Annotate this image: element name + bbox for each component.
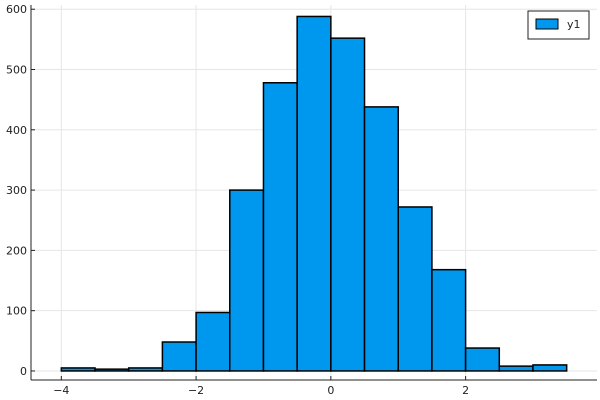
legend: y1 [527, 10, 590, 40]
histogram-bar [229, 189, 265, 372]
x-tick-label: 0 [327, 384, 334, 397]
y-tick-label: 200 [6, 244, 27, 257]
x-tick-label: −4 [53, 384, 69, 397]
axes [30, 5, 597, 381]
histogram-bar [498, 365, 534, 372]
legend-label: y1 [567, 18, 581, 31]
y-tick-label: 600 [6, 3, 27, 16]
y-tick-label: 500 [6, 64, 27, 77]
y-tick-label: 0 [20, 365, 27, 378]
y-tick-label: 100 [6, 305, 27, 318]
histogram-bars [60, 15, 568, 372]
y-tick-label: 400 [6, 124, 27, 137]
histogram-bar [195, 311, 231, 372]
y-tick-label: 300 [6, 184, 27, 197]
histogram-bar [60, 367, 96, 372]
histogram-bar [296, 15, 332, 372]
histogram-bar [127, 367, 164, 372]
x-tick-label: 2 [462, 384, 469, 397]
histogram-bar [262, 82, 298, 372]
legend-swatch [535, 18, 559, 30]
tick-labels: −4 −2 0 2 0 100 200 300 400 500 600 [6, 3, 469, 397]
histogram-bar [363, 106, 399, 372]
x-tick-label: −2 [188, 384, 204, 397]
histogram-bar [431, 268, 467, 372]
histogram-bar [464, 347, 501, 372]
histogram-bar [161, 341, 197, 372]
histogram-bar [330, 37, 366, 372]
histogram-bar [532, 364, 568, 372]
histogram-bar [397, 206, 433, 372]
histogram-bar [94, 368, 130, 372]
